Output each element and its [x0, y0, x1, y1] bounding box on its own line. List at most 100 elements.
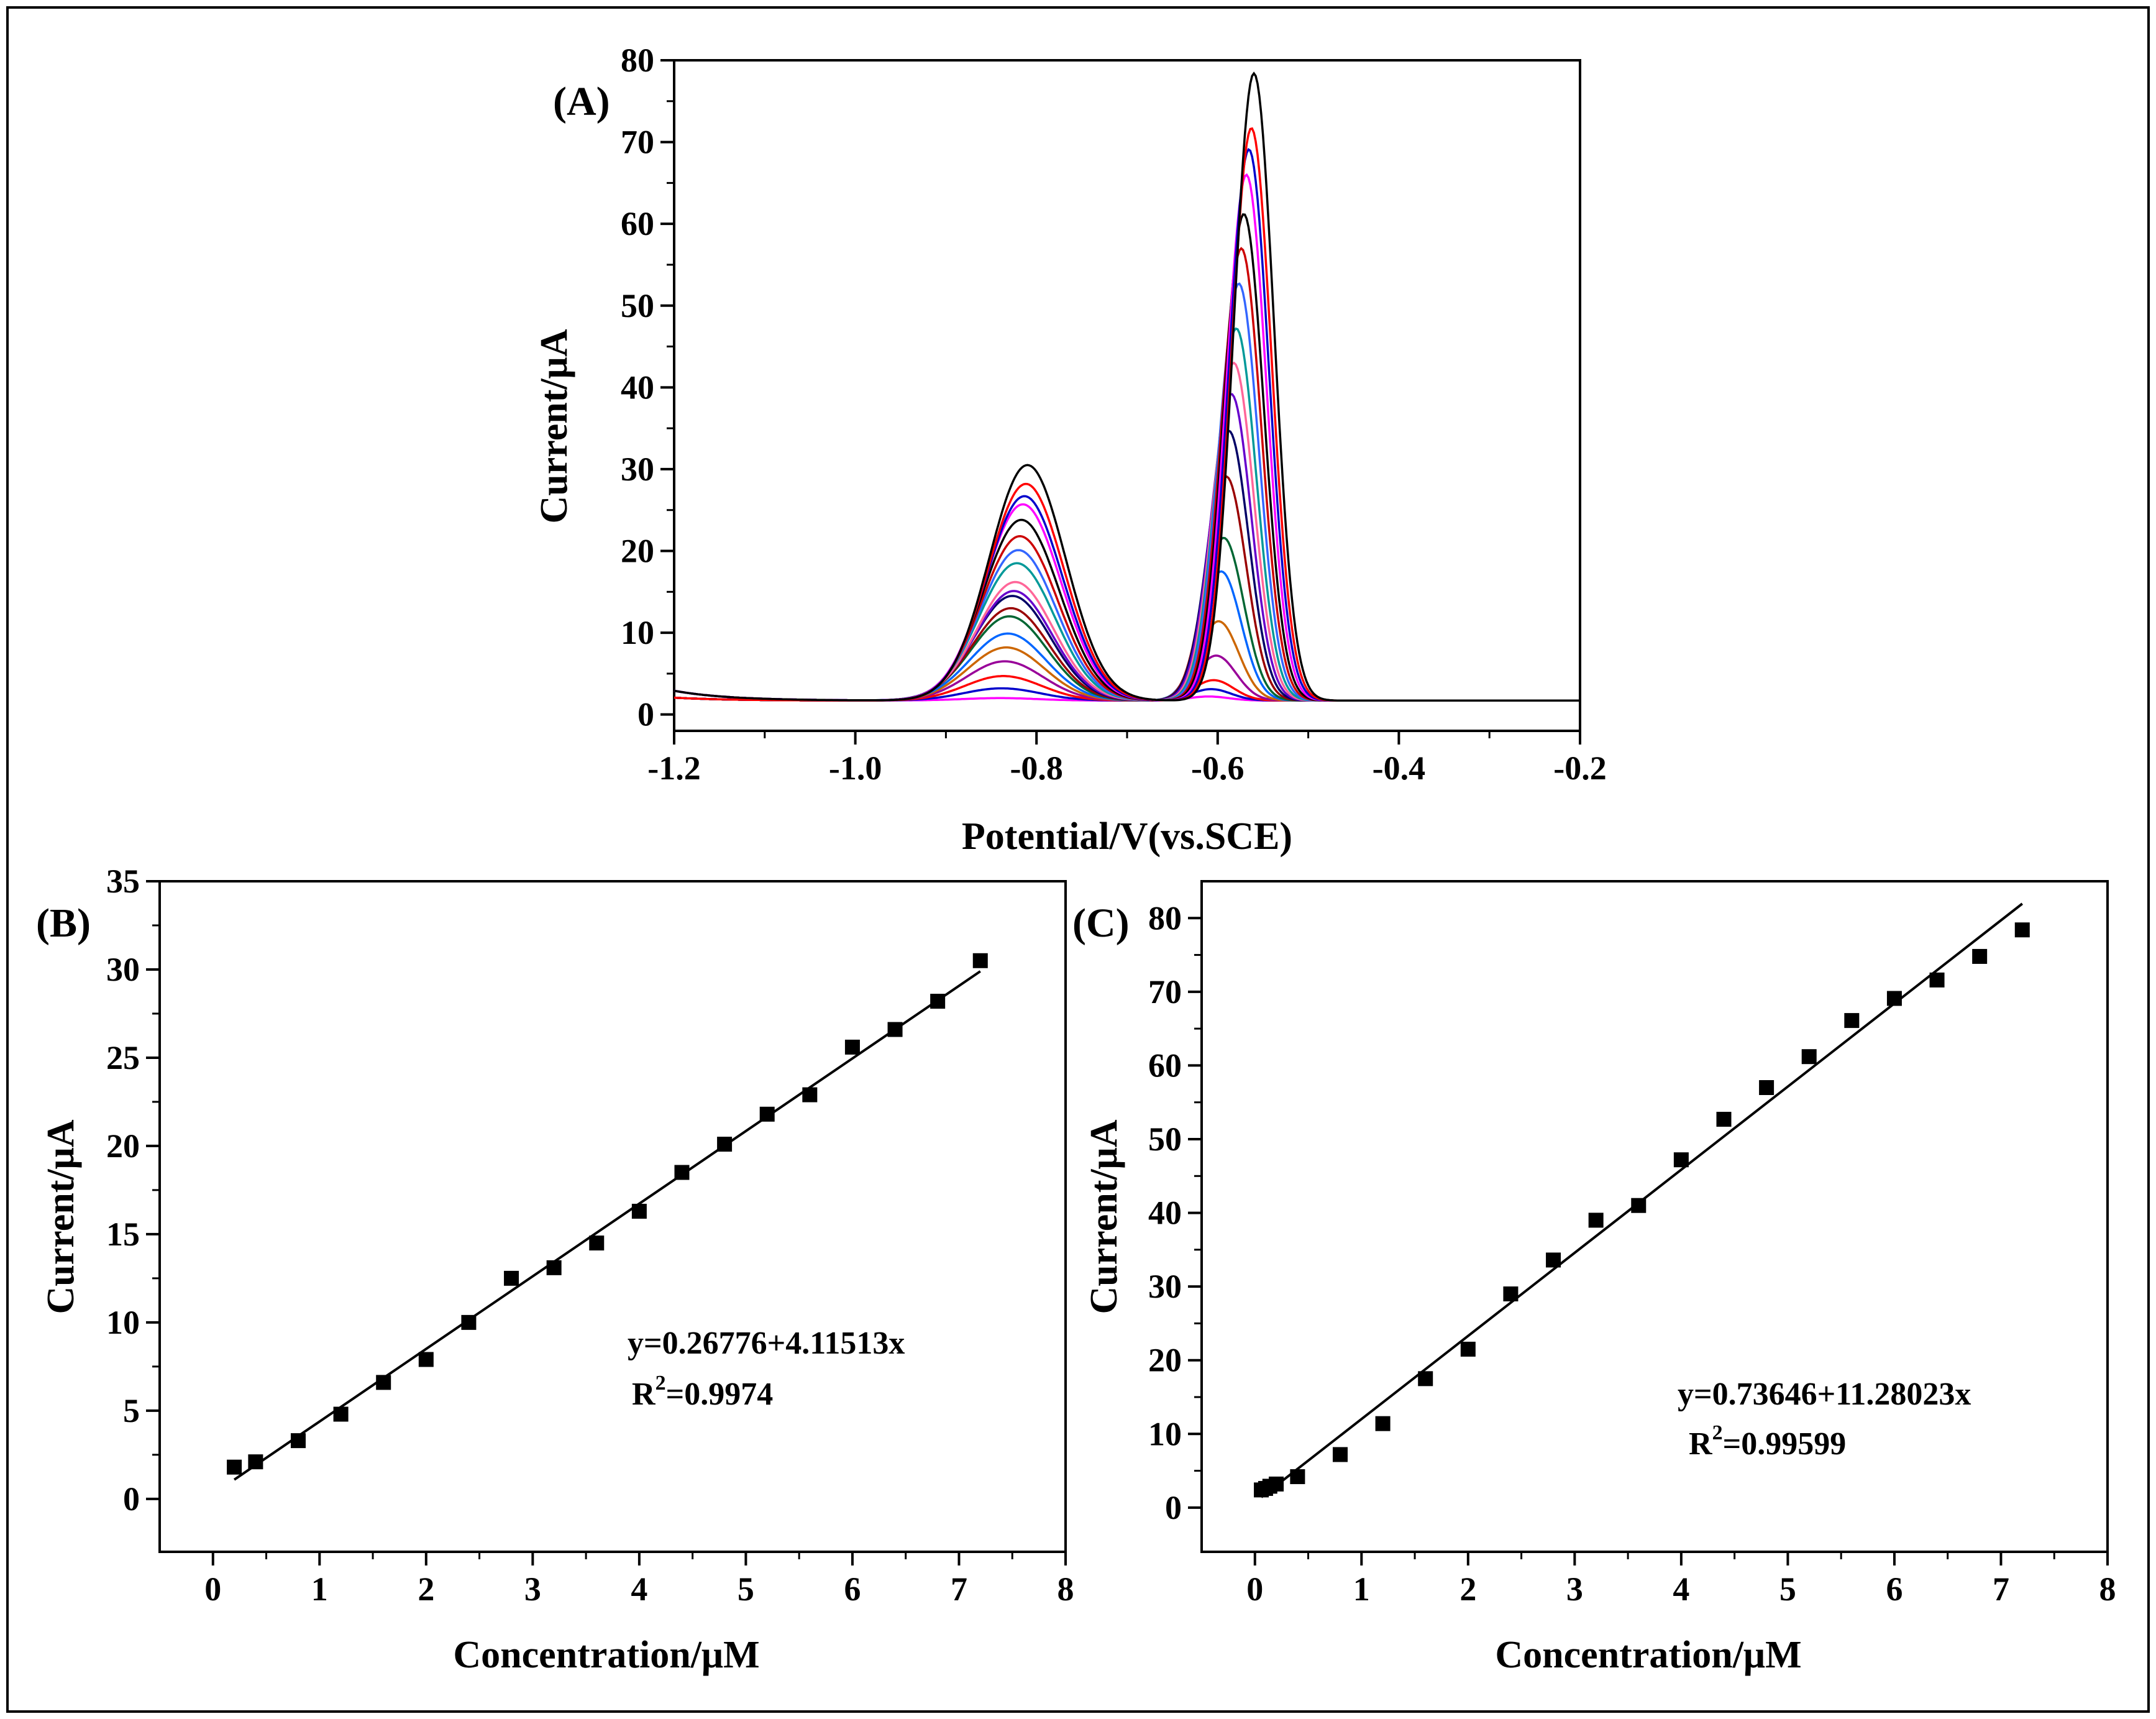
panel-b-y-ticks: 0 5 10 15 20 25 30 35	[106, 863, 160, 1518]
panel-c: 0 1 2 3 4 5 6 7 8 0 10 20 30 40 50 60 70 80 (C) Concentr…	[1072, 880, 2116, 1676]
data-point	[1503, 1286, 1519, 1301]
data-point	[1844, 1013, 1860, 1029]
x-tick-label: -0.6	[1191, 749, 1244, 787]
data-point	[227, 1459, 242, 1475]
panel-a-curves	[674, 71, 1580, 702]
y-tick-label: 15	[106, 1216, 140, 1253]
panel-c-label: (C)	[1072, 901, 1130, 946]
data-point	[1929, 972, 1945, 988]
data-point	[376, 1375, 391, 1390]
data-point	[1375, 1416, 1391, 1431]
data-point	[504, 1270, 519, 1286]
figure-border	[6, 6, 2150, 1713]
x-tick-label: 3	[524, 1570, 541, 1608]
panel-b-equation: y=0.26776+4.11513x	[628, 1326, 905, 1361]
panel-c-r2-prefix: R	[1689, 1426, 1713, 1462]
data-point	[1269, 1476, 1284, 1492]
panel-c-equation: y=0.73646+11.28023x	[1678, 1377, 1971, 1412]
y-tick-label: 70	[621, 124, 654, 161]
data-point	[1631, 1198, 1647, 1213]
x-tick-label: 4	[631, 1570, 647, 1608]
data-point	[1332, 1447, 1348, 1462]
y-tick-label: 80	[1148, 899, 1182, 937]
data-point	[546, 1260, 562, 1275]
panel-b-r2: R2=0.9974	[632, 1372, 773, 1412]
y-tick-label: 20	[1148, 1342, 1182, 1379]
panel-a-label: (A)	[553, 79, 610, 124]
data-point	[290, 1433, 306, 1449]
x-tick-label: 6	[1886, 1570, 1902, 1608]
x-tick-label: 8	[2099, 1570, 2116, 1608]
y-tick-label: 25	[106, 1039, 140, 1076]
x-tick-label: -1.0	[829, 749, 882, 787]
panel-a-y-ticks: 0 10 20 30 40 50 60 70 80	[621, 42, 674, 733]
data-point	[1588, 1212, 1604, 1228]
x-tick-label: 3	[1566, 1570, 1583, 1608]
panel-c-points	[1254, 922, 2030, 1498]
x-tick-label: 2	[1459, 1570, 1476, 1608]
x-tick-label: 1	[1353, 1570, 1370, 1608]
data-point	[1759, 1080, 1775, 1095]
y-tick-label: 30	[621, 451, 654, 488]
panel-b-x-axis-title: Concentration/μM	[453, 1634, 759, 1676]
data-point	[631, 1203, 647, 1219]
data-point	[759, 1106, 775, 1122]
x-tick-label: 8	[1057, 1570, 1074, 1608]
data-point	[1460, 1341, 1476, 1357]
y-tick-label: 10	[621, 614, 654, 651]
data-point	[1546, 1252, 1561, 1268]
panel-c-r2-sup: 2	[1712, 1421, 1723, 1444]
dpv-curve	[674, 71, 1580, 702]
y-tick-label: 80	[621, 42, 654, 79]
x-tick-label: -0.4	[1373, 749, 1425, 787]
data-point	[1972, 948, 1988, 964]
panel-b-fit	[233, 970, 981, 1481]
panel-c-x-ticks: 0 1 2 3 4 5 6 7 8	[1246, 1552, 2116, 1608]
panel-c-r2-value: =0.99599	[1723, 1426, 1847, 1462]
panel-b-label: (B)	[36, 901, 91, 946]
panel-b-y-axis-title: Current/μA	[40, 1119, 82, 1314]
data-point	[589, 1235, 605, 1251]
data-point	[1290, 1469, 1305, 1485]
y-tick-label: 35	[106, 863, 140, 900]
panel-a-x-axis-title: Potential/V(vs.SCE)	[962, 815, 1292, 858]
panel-b-r2-value: =0.9974	[666, 1377, 774, 1412]
data-point	[930, 994, 946, 1009]
y-tick-label: 5	[123, 1392, 140, 1429]
x-tick-label: 2	[418, 1570, 434, 1608]
y-tick-label: 40	[1148, 1194, 1182, 1232]
panel-c-y-axis-title: Current/μA	[1083, 1119, 1125, 1314]
panel-b-points	[227, 953, 988, 1475]
y-tick-label: 50	[1148, 1121, 1182, 1158]
y-tick-label: 0	[1165, 1489, 1182, 1526]
data-point	[461, 1314, 477, 1330]
x-tick-label: 5	[738, 1570, 754, 1608]
panel-a-y-axis-title: Current/μA	[533, 329, 575, 523]
data-point	[674, 1165, 690, 1180]
panel-c-r2: R2=0.99599	[1689, 1421, 1846, 1462]
x-tick-label: 7	[1993, 1570, 2009, 1608]
y-tick-label: 20	[621, 533, 654, 570]
y-tick-label: 30	[1148, 1268, 1182, 1305]
y-tick-label: 40	[621, 369, 654, 406]
y-tick-label: 60	[1148, 1047, 1182, 1084]
data-point	[248, 1454, 263, 1470]
data-point	[1418, 1371, 1433, 1387]
y-tick-label: 70	[1148, 973, 1182, 1011]
y-tick-label: 60	[621, 205, 654, 242]
panel-b-x-ticks: 0 1 2 3 4 5 6 7 8	[204, 1552, 1074, 1608]
x-tick-label: 0	[1246, 1570, 1263, 1608]
data-point	[844, 1039, 860, 1055]
y-tick-label: 20	[106, 1127, 140, 1165]
panel-c-plot-frame	[1200, 880, 2109, 1553]
data-point	[2014, 922, 2030, 938]
panel-c-y-ticks: 0 10 20 30 40 50 60 70 80	[1148, 899, 1202, 1526]
data-point	[418, 1352, 434, 1367]
x-tick-label: -1.2	[647, 749, 700, 787]
data-point	[1716, 1111, 1732, 1127]
data-point	[1801, 1049, 1817, 1065]
y-tick-label: 0	[637, 696, 654, 733]
data-point	[1886, 991, 1902, 1006]
y-tick-label: 30	[106, 951, 140, 988]
